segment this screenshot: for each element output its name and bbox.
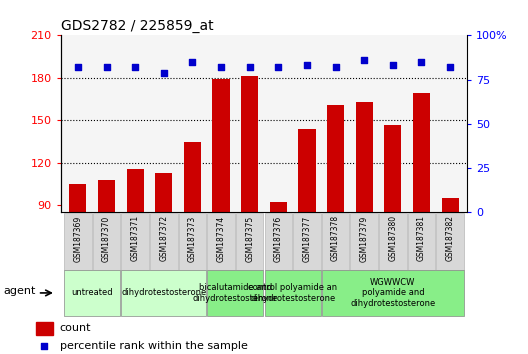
FancyBboxPatch shape	[121, 269, 206, 316]
FancyBboxPatch shape	[150, 213, 177, 270]
FancyBboxPatch shape	[121, 213, 149, 270]
Text: GSM187380: GSM187380	[388, 215, 398, 262]
Bar	[127, 169, 144, 212]
Point	[274, 64, 282, 70]
Text: GDS2782 / 225859_at: GDS2782 / 225859_at	[61, 19, 213, 33]
Text: count: count	[60, 323, 91, 333]
Text: untreated: untreated	[71, 289, 113, 297]
Text: GSM187374: GSM187374	[216, 215, 225, 262]
FancyBboxPatch shape	[265, 269, 320, 316]
Point	[217, 64, 225, 70]
Text: GSM187369: GSM187369	[73, 215, 82, 262]
FancyBboxPatch shape	[236, 213, 263, 270]
Bar	[98, 180, 115, 212]
Bar	[212, 79, 230, 212]
Bar	[241, 76, 258, 212]
Point	[188, 59, 196, 65]
Text: agent: agent	[3, 286, 35, 296]
FancyBboxPatch shape	[293, 213, 320, 270]
FancyBboxPatch shape	[379, 213, 407, 270]
Text: bicalutamide and
dihydrotestosterone: bicalutamide and dihydrotestosterone	[193, 283, 278, 303]
FancyBboxPatch shape	[208, 269, 263, 316]
FancyBboxPatch shape	[208, 213, 235, 270]
Bar	[69, 184, 87, 212]
Bar	[155, 173, 172, 212]
FancyBboxPatch shape	[351, 213, 378, 270]
Text: GSM187378: GSM187378	[331, 215, 340, 262]
Text: control polyamide an
dihydrotestosterone: control polyamide an dihydrotestosterone	[248, 283, 337, 303]
Point	[40, 343, 48, 349]
Text: percentile rank within the sample: percentile rank within the sample	[60, 341, 248, 351]
Text: WGWWCW
polyamide and
dihydrotestosterone: WGWWCW polyamide and dihydrotestosterone	[350, 278, 436, 308]
FancyBboxPatch shape	[322, 269, 464, 316]
Bar	[384, 125, 401, 212]
Text: dihydrotestosterone: dihydrotestosterone	[121, 289, 206, 297]
Bar	[356, 102, 373, 212]
Bar	[36, 322, 53, 335]
FancyBboxPatch shape	[64, 213, 92, 270]
Text: GSM187382: GSM187382	[446, 215, 455, 261]
Text: GSM187371: GSM187371	[130, 215, 140, 262]
FancyBboxPatch shape	[436, 213, 464, 270]
Text: GSM187376: GSM187376	[274, 215, 283, 262]
Bar	[441, 198, 459, 212]
FancyBboxPatch shape	[64, 269, 120, 316]
Point	[74, 64, 82, 70]
Point	[417, 59, 426, 65]
Text: GSM187381: GSM187381	[417, 215, 426, 261]
Point	[102, 64, 111, 70]
Point	[332, 64, 340, 70]
Text: GSM187377: GSM187377	[303, 215, 312, 262]
Bar	[298, 129, 316, 212]
FancyBboxPatch shape	[265, 213, 292, 270]
Point	[131, 64, 139, 70]
Point	[446, 64, 454, 70]
Point	[159, 70, 168, 75]
Bar	[184, 142, 201, 212]
Bar	[327, 105, 344, 212]
Bar	[413, 93, 430, 212]
Point	[246, 64, 254, 70]
Bar	[270, 202, 287, 212]
Text: GSM187370: GSM187370	[102, 215, 111, 262]
Text: GSM187379: GSM187379	[360, 215, 369, 262]
Point	[303, 63, 311, 68]
FancyBboxPatch shape	[178, 213, 206, 270]
FancyBboxPatch shape	[408, 213, 435, 270]
Text: GSM187375: GSM187375	[245, 215, 254, 262]
Point	[389, 63, 397, 68]
Text: GSM187372: GSM187372	[159, 215, 168, 262]
FancyBboxPatch shape	[322, 213, 350, 270]
Point	[360, 57, 369, 63]
FancyBboxPatch shape	[93, 213, 120, 270]
Text: GSM187373: GSM187373	[188, 215, 197, 262]
